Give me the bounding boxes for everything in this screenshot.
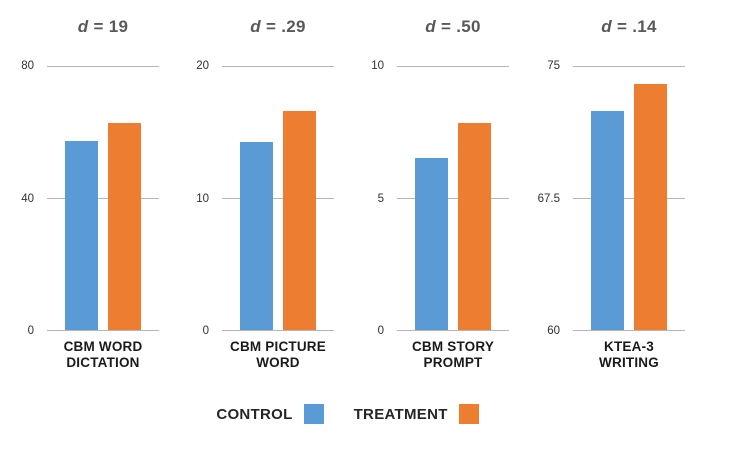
d-value: .50 — [456, 17, 481, 36]
legend-item-control: CONTROL — [216, 404, 324, 424]
axis-baseline — [47, 330, 159, 331]
y-tick-label: 0 — [27, 325, 34, 337]
category-line-2: WRITING — [599, 355, 659, 370]
category-line-1: CBM STORY — [411, 339, 495, 354]
d-symbol: d — [425, 17, 436, 36]
plot-area: 75 67.5 60 — [538, 60, 685, 337]
category-line-2: DICTATION — [66, 355, 140, 370]
axis-baseline — [397, 330, 509, 331]
category-label: CBM PICTURE WORD — [184, 339, 372, 371]
gridline-top — [222, 66, 334, 67]
effect-size-title: d = 19 — [9, 17, 197, 37]
category-line-1: CBM WORD — [63, 339, 143, 354]
category-line-2: PROMPT — [423, 355, 483, 370]
category-line-1: KTEA-3 — [604, 339, 654, 354]
legend: CONTROL TREATMENT — [0, 404, 695, 424]
bar-group — [573, 66, 685, 330]
y-tick-label: 40 — [21, 192, 34, 205]
plot-area: 20 10 0 — [196, 60, 334, 337]
bar-group — [47, 66, 159, 330]
category-label: CBM WORD DICTATION — [9, 339, 197, 371]
axis-baseline — [573, 330, 685, 331]
effect-size-title: d = .29 — [184, 17, 372, 37]
gridline-top — [573, 66, 685, 67]
y-tick-label: 0 — [202, 325, 209, 337]
chart-ktea3-writing: d = .14 75 67.5 60 KTEA-3 WRITING — [538, 0, 685, 453]
legend-treatment-swatch — [458, 404, 479, 424]
control-bar — [415, 158, 448, 330]
d-symbol: d — [77, 17, 89, 36]
d-symbol: d — [601, 17, 612, 36]
plot-area: 10 5 0 — [371, 60, 509, 337]
y-tick-label: 67.5 — [537, 192, 560, 205]
legend-treatment-label: TREATMENT — [353, 405, 448, 423]
equals-sign: = — [260, 17, 282, 36]
treatment-bar — [283, 111, 316, 330]
gridline-mid — [397, 198, 509, 199]
axis-baseline — [222, 330, 334, 331]
control-bar — [240, 142, 273, 330]
y-tick-label: 75 — [547, 60, 560, 72]
category-label: KTEA-3 WRITING — [535, 339, 723, 371]
category-line-1: CBM PICTURE — [230, 339, 326, 354]
y-tick-label: 10 — [371, 60, 384, 72]
equals-sign: = — [435, 17, 457, 36]
treatment-bar — [634, 84, 667, 330]
chart-cbm-picture-word: d = .29 20 10 0 CBM PICTURE WORD — [196, 0, 334, 453]
d-value: 19 — [108, 17, 129, 36]
y-tick-label: 60 — [547, 325, 560, 337]
y-tick-label: 5 — [377, 192, 384, 205]
d-value: .29 — [281, 17, 306, 36]
legend-control-swatch — [303, 404, 324, 424]
gridline-mid — [222, 198, 334, 199]
d-symbol: d — [250, 17, 261, 36]
treatment-bar — [108, 123, 141, 330]
equals-sign: = — [611, 17, 633, 36]
bar-group — [222, 66, 334, 330]
y-tick-label: 80 — [21, 60, 34, 72]
bar-group — [397, 66, 509, 330]
treatment-bar — [458, 123, 491, 330]
category-label: CBM STORY PROMPT — [359, 339, 547, 371]
control-bar — [591, 111, 624, 330]
legend-item-treatment: TREATMENT — [354, 404, 479, 424]
chart-cbm-word-dictation: d = 19 80 40 0 CBM WORD DICTATION — [21, 0, 159, 453]
y-tick-label: 0 — [377, 325, 384, 337]
gridline-mid — [573, 198, 685, 199]
effect-size-title: d = .50 — [359, 17, 547, 37]
d-value: .14 — [632, 17, 657, 36]
y-tick-label: 10 — [196, 192, 209, 205]
legend-control-label: CONTROL — [216, 405, 293, 423]
plot-area: 80 40 0 — [21, 60, 159, 337]
equals-sign: = — [88, 17, 109, 36]
chart-cbm-story-prompt: d = .50 10 5 0 CBM STORY PROMPT — [371, 0, 509, 453]
effect-size-title: d = .14 — [535, 17, 723, 37]
y-tick-label: 20 — [196, 60, 209, 72]
gridline-top — [47, 66, 159, 67]
control-bar — [65, 141, 98, 330]
gridline-mid — [47, 198, 159, 199]
category-line-2: WORD — [256, 355, 300, 370]
gridline-top — [397, 66, 509, 67]
